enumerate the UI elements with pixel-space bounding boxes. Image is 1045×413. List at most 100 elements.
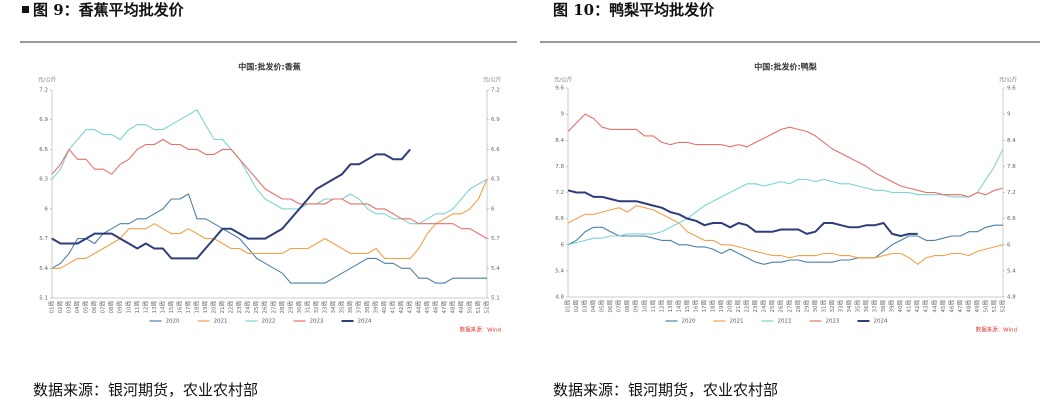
x-tick-label: 35周 <box>339 301 346 314</box>
y2-tick-label: 5.7 <box>491 236 500 242</box>
x-tick-label: 26周 <box>778 300 785 313</box>
x-tick-label: 42周 <box>398 301 405 314</box>
x-tick-label: 15周 <box>168 301 175 314</box>
x-tick-label: 05周 <box>83 301 90 314</box>
y2-tick-label: 7.2 <box>1007 190 1016 196</box>
x-tick-label: 31周 <box>304 301 311 314</box>
y2-tick-label: 6.9 <box>491 117 500 123</box>
x-tick-label: 39周 <box>373 301 380 314</box>
series-line <box>567 205 1004 265</box>
y-tick-label: 7.2 <box>555 190 564 196</box>
x-tick-label: 21周 <box>735 300 742 313</box>
legend-label: 2020 <box>682 319 696 325</box>
x-tick-label: 17周 <box>701 300 708 313</box>
x-tick-label: 38周 <box>880 300 887 313</box>
x-tick-label: 12周 <box>658 300 665 313</box>
y-tick-label: 7.2 <box>39 88 48 94</box>
x-tick-label: 14周 <box>675 300 682 313</box>
x-tick-label: 12周 <box>142 301 149 314</box>
legend-label: 2021 <box>730 319 744 325</box>
chart-title: 中国:批发价:香蕉 <box>238 62 300 72</box>
y-axis-label: 元/公斤 <box>38 76 57 84</box>
x-tick-label: 37周 <box>356 301 363 314</box>
x-tick-label: 27周 <box>786 300 793 313</box>
x-tick-label: 13周 <box>667 300 674 313</box>
x-tick-label: 39周 <box>889 300 896 313</box>
x-tick-label: 52周 <box>1000 300 1007 313</box>
series-line <box>51 148 411 260</box>
x-tick-label: 25周 <box>253 301 260 314</box>
x-tick-label: 16周 <box>176 301 183 314</box>
chart-title: 中国:批发价:鸭梨 <box>754 62 817 72</box>
x-tick-label: 24周 <box>245 301 252 314</box>
x-tick-label: 46周 <box>948 300 955 313</box>
x-tick-label: 07周 <box>100 301 107 314</box>
source: 数据来源：银河期货，农业农村部 <box>33 381 258 399</box>
y2-axis-label: 元/公斤 <box>483 76 502 84</box>
x-tick-label: 04周 <box>74 301 81 314</box>
legend-label: 2023 <box>310 319 324 325</box>
y2-tick-label: 6 <box>491 206 495 212</box>
x-tick-label: 47周 <box>957 300 964 313</box>
series-line <box>567 224 1003 265</box>
x-tick-label: 50周 <box>982 300 989 313</box>
x-tick-label: 33周 <box>837 300 844 313</box>
x-tick-label: 30周 <box>812 300 819 313</box>
x-tick-label: 33周 <box>321 301 328 314</box>
x-tick-label: 11周 <box>134 301 141 314</box>
x-tick-label: 18周 <box>710 300 717 313</box>
y2-tick-label: 4.8 <box>1007 295 1016 301</box>
x-tick-label: 05周 <box>599 300 606 313</box>
x-tick-label: 44周 <box>415 301 422 314</box>
x-tick-label: 43周 <box>407 301 414 314</box>
x-tick-label: 40周 <box>381 301 388 314</box>
y2-tick-label: 8.4 <box>1007 138 1016 144</box>
x-tick-label: 23周 <box>236 301 243 314</box>
x-tick-label: 22周 <box>744 300 751 313</box>
x-tick-label: 29周 <box>287 301 294 314</box>
y-tick-label: 5.7 <box>39 236 48 242</box>
y2-tick-label: 9.6 <box>1007 86 1016 92</box>
x-tick-label: 31周 <box>820 300 827 313</box>
y2-tick-label: 5.1 <box>491 296 500 302</box>
y2-tick-label: 9 <box>1007 112 1011 118</box>
x-tick-label: 51周 <box>475 301 482 314</box>
legend-label: 2022 <box>262 319 276 325</box>
x-tick-label: 19周 <box>718 300 725 313</box>
legend-label: 2020 <box>166 319 180 325</box>
y2-tick-label: 6 <box>1007 242 1011 248</box>
x-tick-label: 10周 <box>125 301 132 314</box>
x-tick-label: 52周 <box>484 301 491 314</box>
y-tick-label: 6 <box>45 206 49 212</box>
x-tick-label: 01周 <box>565 300 572 313</box>
series-line <box>52 178 488 269</box>
y2-tick-label: 6.6 <box>491 147 500 153</box>
y-tick-label: 9 <box>561 112 565 118</box>
source: 数据来源：银河期货，农业农村部 <box>553 381 778 399</box>
legend-label: 2022 <box>778 319 792 325</box>
x-tick-label: 29周 <box>803 300 810 313</box>
x-tick-label: 14周 <box>159 301 166 314</box>
x-tick-label: 51周 <box>991 300 998 313</box>
x-tick-label: 16周 <box>692 300 699 313</box>
x-tick-label: 40周 <box>897 300 904 313</box>
x-tick-label: 03周 <box>582 300 589 313</box>
y2-axis-label: 元/公斤 <box>999 76 1018 84</box>
x-tick-label: 42周 <box>914 300 921 313</box>
y2-tick-label: 5.4 <box>491 266 500 272</box>
series-line <box>51 193 487 284</box>
x-tick-label: 32周 <box>313 301 320 314</box>
y-tick-label: 5.1 <box>39 296 48 302</box>
source-note: 数据来源：Wind <box>460 326 501 334</box>
y-tick-label: 7.8 <box>555 164 564 170</box>
y-axis-label: 元/公斤 <box>554 76 573 84</box>
x-tick-label: 35周 <box>855 300 862 313</box>
x-tick-label: 22周 <box>228 301 235 314</box>
x-tick-label: 49周 <box>458 301 465 314</box>
caption-bullet <box>22 6 29 13</box>
x-tick-label: 08周 <box>108 301 115 314</box>
x-tick-label: 18周 <box>194 301 201 314</box>
x-tick-label: 09周 <box>117 301 124 314</box>
x-tick-label: 38周 <box>364 301 371 314</box>
